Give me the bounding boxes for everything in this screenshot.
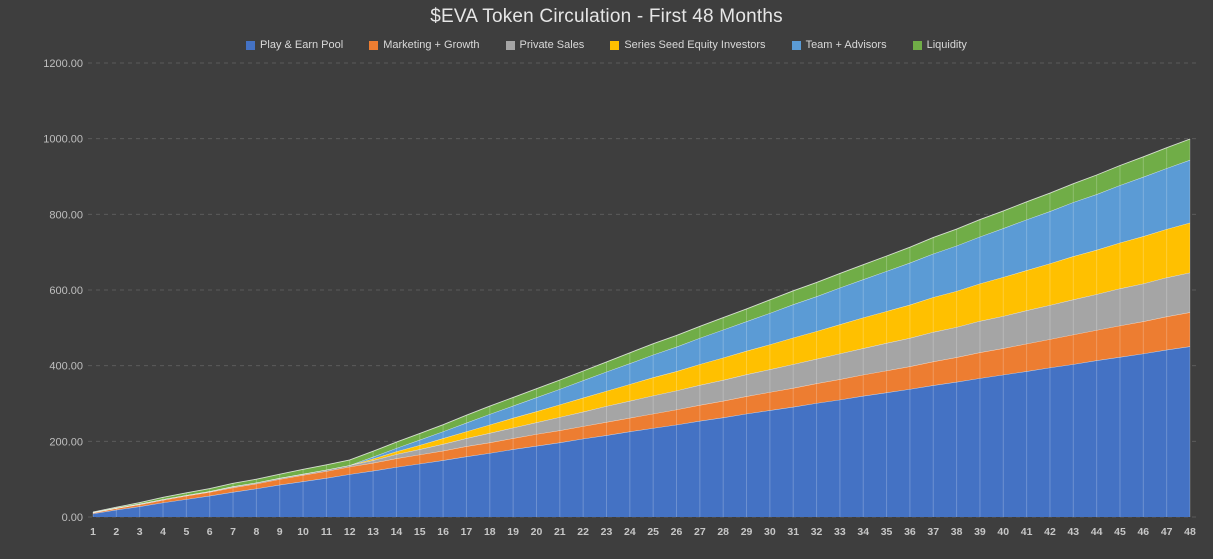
x-tick-label: 34 <box>857 526 869 538</box>
legend-swatch-icon <box>791 40 801 50</box>
x-tick-label: 15 <box>414 526 426 538</box>
x-tick-label: 46 <box>1137 526 1149 538</box>
legend-label: Liquidity <box>926 39 967 51</box>
legend-swatch-icon <box>246 40 256 50</box>
x-tick-label: 28 <box>717 526 729 538</box>
chart-legend: Play & Earn Pool Marketing + Growth Priv… <box>0 39 1213 51</box>
legend-swatch-icon <box>505 40 515 50</box>
x-tick-label: 25 <box>647 526 659 538</box>
x-tick-label: 10 <box>297 526 309 538</box>
x-tick-label: 41 <box>1021 526 1033 538</box>
x-tick-label: 14 <box>391 526 403 538</box>
x-tick-label: 42 <box>1044 526 1056 538</box>
y-axis-labels: 0.00 200.00 400.00 600.00 800.00 1000.00 1200.… <box>43 58 83 524</box>
x-tick-label: 39 <box>974 526 986 538</box>
x-tick-label: 24 <box>624 526 636 538</box>
legend-item-team-advisors: Team + Advisors <box>791 39 887 51</box>
x-tick-label: 20 <box>531 526 543 538</box>
x-tick-label: 40 <box>997 526 1009 538</box>
y-tick-label: 1000.00 <box>43 134 83 146</box>
legend-item-play-earn-pool: Play & Earn Pool <box>246 39 343 51</box>
x-tick-label: 17 <box>461 526 473 538</box>
x-tick-label: 1 <box>90 526 96 538</box>
y-tick-label: 1200.00 <box>43 58 83 70</box>
legend-label: Series Seed Equity Investors <box>624 39 766 51</box>
x-tick-label: 3 <box>137 526 143 538</box>
x-tick-label: 43 <box>1067 526 1079 538</box>
x-tick-label: 5 <box>183 526 189 538</box>
y-tick-label: 600.00 <box>49 285 83 297</box>
area-series-group <box>92 138 1191 517</box>
legend-swatch-icon <box>610 40 620 50</box>
legend-swatch-icon <box>369 40 379 50</box>
x-tick-label: 35 <box>881 526 893 538</box>
legend-item-marketing-growth: Marketing + Growth <box>369 39 480 51</box>
chart-title: $EVA Token Circulation - First 48 Months <box>430 6 783 27</box>
x-tick-label: 31 <box>787 526 799 538</box>
y-tick-label: 800.00 <box>49 209 83 221</box>
x-tick-label: 26 <box>671 526 683 538</box>
x-tick-label: 12 <box>344 526 356 538</box>
x-tick-label: 19 <box>507 526 519 538</box>
x-tick-label: 47 <box>1161 526 1173 538</box>
legend-swatch-icon <box>912 40 922 50</box>
legend-label: Play & Earn Pool <box>260 39 344 51</box>
x-tick-label: 21 <box>554 526 566 538</box>
legend-label: Team + Advisors <box>805 39 887 51</box>
area-top-border <box>92 138 1191 513</box>
x-tick-label: 13 <box>367 526 379 538</box>
x-tick-label: 11 <box>321 526 332 538</box>
legend-label: Private Sales <box>519 39 585 51</box>
x-tick-label: 9 <box>277 526 283 538</box>
x-axis-labels: 1 2 3 4 5 6 7 8 9 10 11 12 13 14 15 16 17 18 19 20 21 22 23 24 2… <box>90 526 1196 538</box>
x-tick-label: 4 <box>160 526 166 538</box>
x-tick-label: 16 <box>437 526 449 538</box>
x-tick-label: 2 <box>113 526 119 538</box>
drop-lines-group <box>92 139 1191 517</box>
legend-label: Marketing + Growth <box>383 39 480 51</box>
x-tick-label: 7 <box>230 526 236 538</box>
legend-item-private-sales: Private Sales <box>505 39 585 51</box>
x-tick-label: 45 <box>1114 526 1126 538</box>
x-tick-label: 33 <box>834 526 846 538</box>
y-tick-label: 200.00 <box>49 436 83 448</box>
x-tick-label: 8 <box>253 526 259 538</box>
x-tick-label: 27 <box>694 526 706 538</box>
y-tick-label: 0.00 <box>62 512 83 524</box>
x-tick-label: 29 <box>741 526 753 538</box>
legend-item-liquidity: Liquidity <box>912 39 967 51</box>
x-tick-label: 6 <box>207 526 213 538</box>
area-play-earn-pool <box>93 346 1190 517</box>
x-tick-label: 18 <box>484 526 496 538</box>
x-tick-label: 36 <box>904 526 916 538</box>
x-tick-label: 38 <box>951 526 963 538</box>
x-tick-label: 30 <box>764 526 776 538</box>
y-tick-label: 400.00 <box>49 361 83 373</box>
x-tick-label: 37 <box>927 526 939 538</box>
x-tick-label: 23 <box>601 526 613 538</box>
x-tick-label: 22 <box>577 526 589 538</box>
x-tick-label: 44 <box>1091 526 1103 538</box>
x-tick-label: 48 <box>1184 526 1196 538</box>
x-tick-label: 32 <box>811 526 823 538</box>
legend-item-series-seed: Series Seed Equity Investors <box>610 39 766 51</box>
